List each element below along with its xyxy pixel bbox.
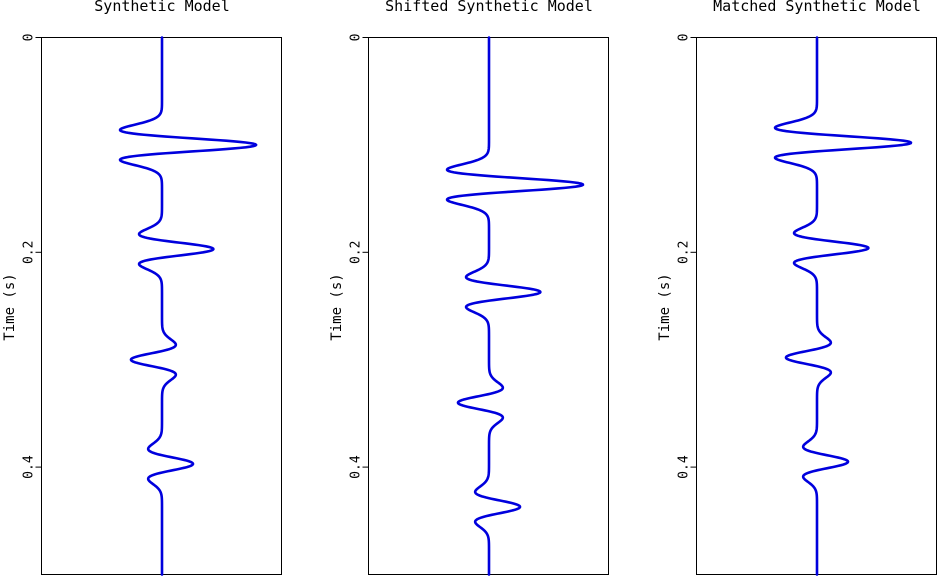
wiggle-trace <box>445 36 585 576</box>
y-tick-label: 0.4 <box>349 455 364 479</box>
y-tick-label: 0.4 <box>677 455 692 479</box>
y-axis-label: Time (s) <box>2 273 18 340</box>
panel-title: Synthetic Model <box>94 0 229 15</box>
panel-matched-synthetic-model: Matched Synthetic Model Time (s) 0 0.2 0.4 <box>657 0 937 576</box>
y-tick-label: 0.2 <box>677 241 692 264</box>
y-tick-label: 0.4 <box>22 455 37 479</box>
y-axis-label: Time (s) <box>657 273 673 340</box>
y-axis-label: Time (s) <box>329 273 345 340</box>
panel-synthetic-model: Synthetic Model Time (s) 0 0.2 0.4 <box>2 0 282 576</box>
y-tick-label: 0 <box>677 34 692 42</box>
y-tick-label: 0.2 <box>349 241 364 264</box>
wiggle-trace <box>773 36 913 576</box>
panel-shifted-synthetic-model: Shifted Synthetic Model Time (s) 0 0.2 0.4 <box>329 0 609 576</box>
y-tick-label: 0.2 <box>22 241 37 264</box>
y-ticks: 0 0.2 0.4 <box>677 34 697 479</box>
wiggle-trace <box>118 36 258 576</box>
y-tick-label: 0 <box>22 34 37 42</box>
y-ticks: 0 0.2 0.4 <box>349 34 369 479</box>
y-tick-label: 0 <box>349 34 364 42</box>
panel-title: Matched Synthetic Model <box>713 0 921 15</box>
panel-title: Shifted Synthetic Model <box>385 0 593 15</box>
y-ticks: 0 0.2 0.4 <box>22 34 42 479</box>
